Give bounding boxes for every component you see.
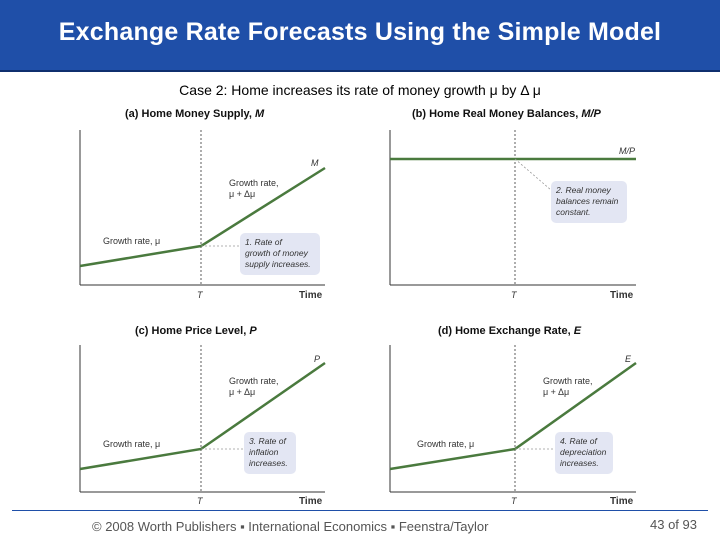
panel-b-callout-text: 2. Real money balances remain constant.: [555, 185, 619, 217]
panel-c-x-label: Time: [299, 496, 323, 507]
panel-a-t-label: T: [197, 290, 204, 300]
panel-d-fast-label: Growth rate, μ + Δμ: [543, 376, 593, 397]
slide-title: Exchange Rate Forecasts Using the Simple…: [58, 18, 662, 46]
panel-c: P Growth rate, μ + Δμ Growth rate, μ 3. R…: [79, 345, 326, 507]
panel-a-x-label: Time: [299, 290, 323, 301]
panel-d-t-label: T: [511, 496, 518, 506]
panel-c-slow-label: Growth rate, μ: [103, 439, 160, 449]
panel-a-callout: [240, 233, 320, 275]
panel-d: E Growth rate, μ + Δμ Growth rate, μ 4. R…: [389, 345, 637, 507]
panel-b-t-label: T: [511, 290, 518, 300]
footer-copyright: © 2008 Worth Publishers ▪ International …: [92, 519, 489, 534]
panel-c-fast-label: Growth rate, μ + Δμ: [229, 376, 279, 397]
panel-c-callout-text: 3. Rate of inflation increases.: [249, 436, 288, 468]
panel-a-title: (a) Home Money Supply, M: [125, 108, 265, 120]
panel-c-callout: [244, 432, 296, 474]
panel-d-curve-label: E: [625, 354, 632, 364]
title-bar: Exchange Rate Forecasts Using the Simple…: [0, 0, 720, 72]
panel-a-callout-text: 1. Rate of growth of money supply increase…: [245, 237, 311, 269]
footer-rule: [12, 510, 708, 511]
panel-c-curve-label: P: [314, 354, 320, 364]
panel-d-title: (d) Home Exchange Rate, E: [438, 325, 582, 337]
panel-d-callout-text: 4. Rate of depreciation increases.: [560, 436, 607, 468]
panel-d-callout: [555, 432, 613, 474]
panel-b-callout: [551, 181, 627, 223]
panel-c-t-label: T: [197, 496, 204, 506]
panel-b-callout-pointer: [514, 158, 552, 191]
panel-b-curve-label: M/P: [619, 146, 635, 156]
panel-b-x-label: Time: [610, 290, 634, 301]
panel-c-title: (c) Home Price Level, P: [135, 325, 257, 337]
slide-subtitle: Case 2: Home increases its rate of money…: [179, 82, 541, 98]
panel-d-slow-label: Growth rate, μ: [417, 439, 474, 449]
panel-a: M Growth rate, μ + Δμ Growth rate, μ 1. R…: [79, 130, 326, 301]
panel-b-title: (b) Home Real Money Balances, M/P: [412, 108, 601, 120]
panel-d-x-label: Time: [610, 496, 634, 507]
panel-b: M/P 2. Real money balances remain constant…: [389, 130, 636, 301]
page-number: 43 of 93: [650, 517, 697, 532]
panel-a-curve-label: M: [311, 158, 319, 168]
panel-a-fast-label: Growth rate, μ + Δμ: [229, 178, 279, 199]
panel-a-slow-label: Growth rate, μ: [103, 236, 160, 246]
